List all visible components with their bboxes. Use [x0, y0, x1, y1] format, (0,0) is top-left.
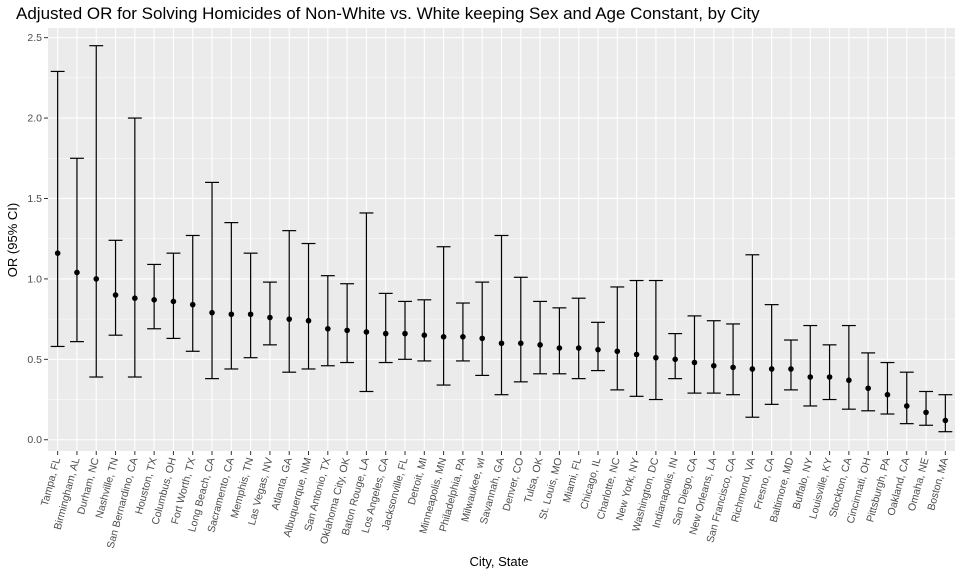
- estimate-point: [653, 354, 659, 361]
- estimate-point: [768, 366, 775, 372]
- estimate-point: [846, 377, 852, 384]
- estimate-point: [363, 329, 370, 335]
- estimate-point: [421, 332, 428, 338]
- estimate-point: [710, 362, 717, 369]
- estimate-point: [923, 409, 929, 416]
- y-tick-label: 0.0: [27, 434, 42, 446]
- estimate-point: [884, 391, 891, 398]
- estimate-point: [54, 250, 61, 256]
- estimate-point: [170, 298, 177, 305]
- estimate-point: [267, 314, 273, 321]
- estimate-point: [228, 311, 235, 318]
- estimate-point: [903, 403, 910, 409]
- x-axis-title: City, State: [469, 554, 528, 569]
- y-tick-label: 1.0: [27, 273, 42, 285]
- estimate-point: [498, 340, 505, 347]
- estimate-point: [382, 330, 389, 337]
- estimate-point: [865, 385, 871, 392]
- estimate-point: [74, 269, 80, 276]
- estimate-point: [189, 301, 196, 308]
- estimate-point: [402, 330, 408, 337]
- estimate-point: [479, 335, 486, 342]
- estimate-point: [807, 374, 814, 380]
- y-tick-label: 1.5: [27, 193, 42, 205]
- estimate-point: [209, 309, 215, 316]
- error-bars: [50, 45, 953, 433]
- estimate-point: [93, 276, 100, 282]
- estimate-point: [537, 342, 543, 348]
- y-axis: 0.0 0.5 1.0 1.5 2.0 2.5: [27, 32, 48, 446]
- estimate-point: [614, 348, 621, 355]
- y-tick-label: 2.0: [27, 113, 42, 125]
- estimate-point: [595, 346, 601, 353]
- estimate-point: [305, 317, 312, 324]
- estimate-point: [151, 297, 157, 303]
- estimate-point: [460, 334, 466, 340]
- estimate-point: [344, 327, 350, 334]
- estimate-point: [556, 345, 563, 351]
- estimate-point: [633, 351, 640, 358]
- estimate-point: [672, 356, 678, 363]
- estimate-point: [440, 334, 447, 340]
- estimate-point: [826, 374, 833, 380]
- estimate-point: [286, 316, 293, 322]
- estimate-point: [112, 292, 119, 298]
- estimate-point: [788, 366, 794, 372]
- estimate-point: [749, 366, 756, 372]
- estimate-point: [730, 364, 736, 371]
- estimate-point: [132, 295, 138, 302]
- estimate-point: [575, 345, 582, 351]
- y-tick-label: 2.5: [27, 32, 42, 44]
- estimate-point: [517, 340, 524, 347]
- y-tick-label: 0.5: [27, 354, 42, 366]
- y-axis-title: OR (95% CI): [5, 203, 20, 277]
- estimate-point: [691, 359, 698, 366]
- estimate-point: [325, 325, 331, 332]
- estimate-point: [942, 417, 949, 424]
- chart-title: Adjusted OR for Solving Homicides of Non…: [16, 4, 760, 23]
- estimate-point: [247, 311, 254, 318]
